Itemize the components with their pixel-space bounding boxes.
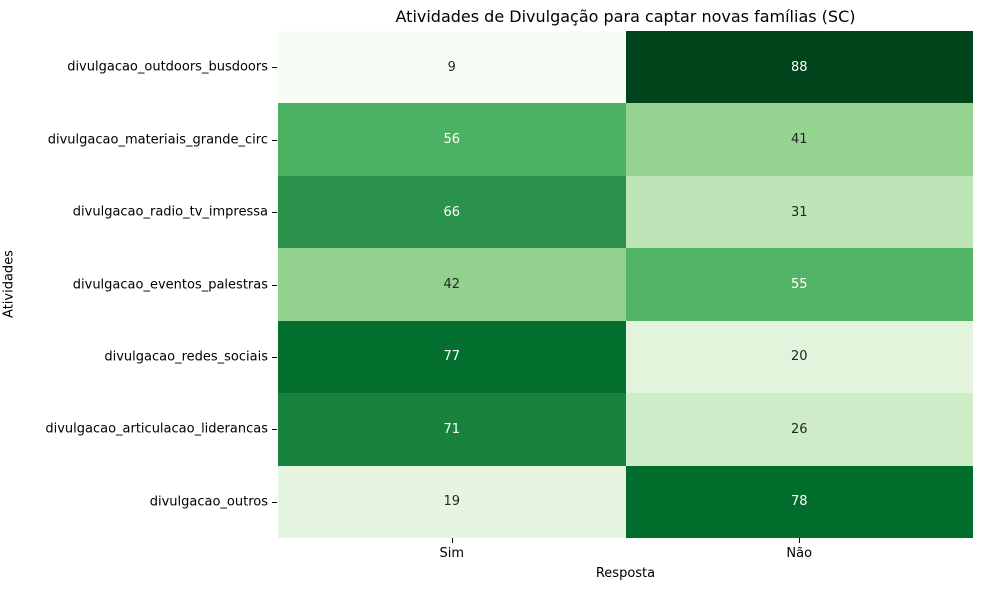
- y-tick-mark: [272, 501, 277, 503]
- y-tick-mark: [272, 67, 277, 69]
- heatmap-cell-divulgacao_radio_tv_impressa-Sim: 66: [278, 175, 626, 249]
- heatmap-cell-divulgacao_articulacao_liderancas-Sim: 71: [278, 393, 626, 466]
- y-tick-label-divulgacao_redes_sociais: divulgacao_redes_sociais: [104, 349, 268, 365]
- heatmap-cell-divulgacao_outros-Não: 78: [625, 465, 973, 538]
- heatmap-cell-divulgacao_eventos_palestras-Não: 55: [625, 248, 973, 321]
- y-tick-label-divulgacao_eventos_palestras: divulgacao_eventos_palestras: [72, 277, 268, 292]
- heatmap-cell-divulgacao_materiais_grande_circ-Sim: 56: [278, 103, 626, 176]
- y-tick-mark: [272, 356, 277, 358]
- heatmap-cell-divulgacao_eventos_palestras-Sim: 42: [278, 248, 626, 321]
- x-tick-mark: [799, 538, 801, 543]
- y-tick-mark: [272, 284, 277, 286]
- x-tick-label-Sim: Sim: [439, 546, 465, 561]
- heatmap-cell-divulgacao_materiais_grande_circ-Não: 41: [625, 103, 973, 176]
- y-tick-label-divulgacao_outros: divulgacao_outros: [149, 494, 268, 510]
- heatmap-grid: 9 88 56 41 66 31 42 55 77 20 71 26 19 78: [278, 31, 973, 538]
- heatmap-cell-divulgacao_redes_sociais-Não: 20: [625, 320, 973, 394]
- y-tick-mark: [272, 429, 277, 431]
- x-tick-label-Não: Não: [786, 546, 813, 561]
- y-tick-label-divulgacao_articulacao_liderancas: divulgacao_articulacao_liderancas: [45, 421, 268, 437]
- heatmap-cell-divulgacao_outdoors_busdoors-Não: 88: [625, 31, 973, 104]
- heatmap-cell-divulgacao_redes_sociais-Sim: 77: [278, 320, 626, 394]
- y-tick-mark: [272, 139, 277, 141]
- y-tick-label-divulgacao_outdoors_busdoors: divulgacao_outdoors_busdoors: [67, 59, 268, 75]
- heatmap-cell-divulgacao_outdoors_busdoors-Sim: 9: [278, 31, 626, 104]
- heatmap-cell-divulgacao_radio_tv_impressa-Não: 31: [625, 175, 973, 249]
- y-tick-label-divulgacao_radio_tv_impressa: divulgacao_radio_tv_impressa: [72, 204, 268, 220]
- heatmap-cell-divulgacao_outros-Sim: 19: [278, 465, 626, 538]
- x-axis-title: Resposta: [595, 566, 656, 581]
- chart-title: Atividades de Divulgação para captar nov…: [395, 7, 856, 26]
- y-tick-mark: [272, 212, 277, 214]
- x-tick-mark: [451, 538, 453, 543]
- y-tick-label-divulgacao_materiais_grande_circ: divulgacao_materiais_grande_circ: [47, 132, 268, 148]
- heatmap-cell-divulgacao_articulacao_liderancas-Não: 26: [625, 393, 973, 466]
